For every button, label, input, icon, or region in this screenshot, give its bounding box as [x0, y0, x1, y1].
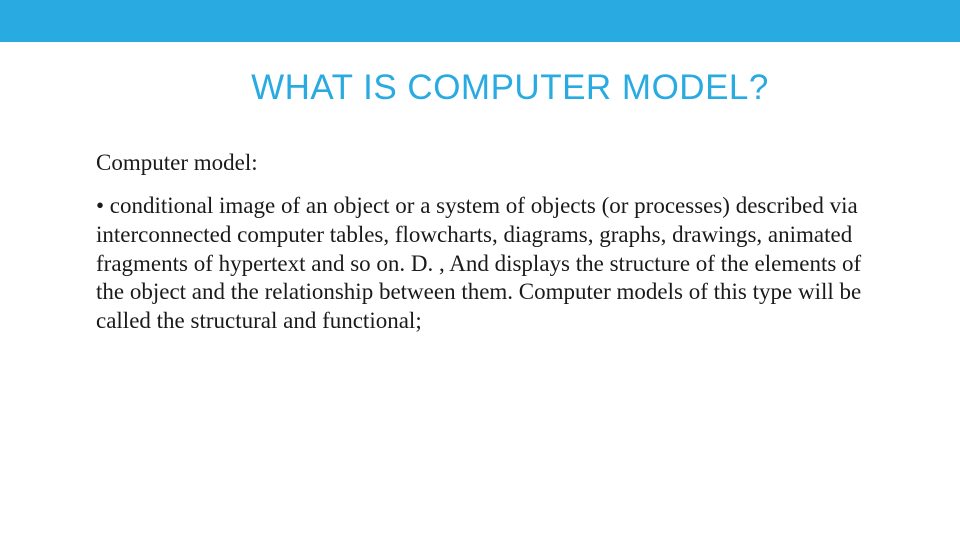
- slide-body-text: • conditional image of an object or a sy…: [96, 192, 864, 336]
- accent-top-bar: [0, 0, 960, 42]
- slide-content: Computer model: • conditional image of a…: [0, 108, 960, 336]
- slide-title: WHAT IS COMPUTER MODEL?: [60, 68, 960, 108]
- slide-subheading: Computer model:: [96, 150, 864, 176]
